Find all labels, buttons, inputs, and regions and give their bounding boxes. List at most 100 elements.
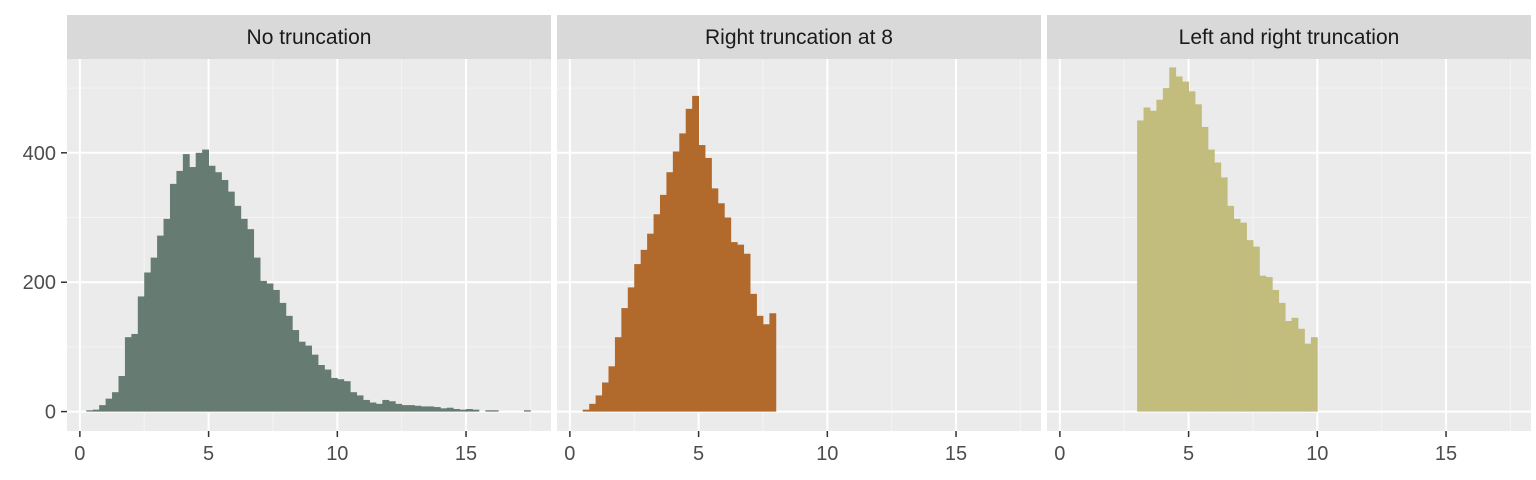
histogram-bar	[485, 410, 493, 412]
histogram-bar	[105, 398, 113, 412]
x-tick-label: 5	[203, 443, 214, 465]
histogram-bar	[491, 410, 499, 412]
histogram-bar	[602, 382, 609, 412]
histogram-bar	[234, 205, 242, 412]
histogram-bar	[298, 341, 306, 412]
histogram-bar	[176, 170, 184, 412]
y-tick-label: 400	[23, 143, 56, 165]
histogram-bar	[1156, 99, 1164, 412]
histogram-bar	[137, 296, 145, 412]
histogram-bar	[672, 151, 680, 412]
histogram-bar	[756, 315, 764, 412]
histogram-bar	[1188, 91, 1196, 412]
histogram-bar	[195, 152, 203, 412]
histogram-bar	[679, 133, 687, 412]
x-tick-label: 0	[564, 443, 575, 465]
x-tick-label: 10	[1306, 443, 1328, 465]
histogram-bar	[375, 403, 383, 412]
histogram-bar	[459, 409, 467, 412]
histogram-bar	[1272, 289, 1280, 412]
histogram-bar	[1298, 328, 1305, 412]
histogram-bar	[1182, 81, 1189, 412]
histogram-bar	[112, 392, 119, 412]
histogram-bar	[227, 191, 235, 412]
facet-title-2: Right truncation at 8	[705, 26, 893, 49]
histogram-bar	[292, 330, 300, 412]
histogram-bar	[247, 229, 255, 412]
histogram-bar	[608, 366, 616, 412]
histogram-bar	[189, 167, 197, 412]
histogram-bar	[1137, 120, 1144, 412]
histogram-bar	[1201, 126, 1209, 412]
histogram-bar	[453, 409, 461, 412]
histogram-bar	[1291, 317, 1299, 412]
histogram-bar	[621, 308, 629, 412]
histogram-bar	[724, 217, 732, 412]
histogram-bar	[589, 403, 597, 412]
histogram-bar	[666, 172, 674, 412]
histogram-bar	[157, 235, 164, 412]
histogram-bar	[369, 402, 377, 412]
x-tick-label: 5	[1183, 443, 1194, 465]
facet-title-1: No truncation	[247, 26, 372, 49]
x-tick-label: 10	[816, 443, 838, 465]
facet-strip-3	[1047, 15, 1531, 59]
histogram-bar	[433, 407, 441, 412]
histogram-bar	[350, 392, 358, 412]
histogram-bar	[86, 410, 94, 412]
histogram-bar	[737, 244, 745, 412]
histogram-bar	[1175, 76, 1183, 412]
histogram-bar	[705, 157, 712, 412]
histogram-bar	[1259, 275, 1267, 412]
histogram-bar	[1278, 302, 1286, 412]
y-tick-label: 200	[23, 272, 56, 294]
histogram-bar	[208, 165, 216, 412]
histogram-bar	[1207, 149, 1215, 412]
histogram-bar	[408, 405, 415, 412]
histogram-bar	[272, 289, 280, 412]
histogram-bar	[163, 218, 171, 412]
histogram-bar	[698, 145, 706, 412]
histogram-bar	[750, 293, 757, 412]
histogram-bar	[311, 354, 319, 412]
histogram-bar	[144, 272, 152, 412]
histogram-bar	[182, 154, 190, 412]
histogram-bar	[1285, 321, 1292, 412]
histogram-bar	[472, 409, 480, 412]
histogram-bar	[466, 409, 473, 412]
histogram-bar	[1162, 88, 1170, 412]
histogram-bar	[446, 407, 454, 412]
histogram-bar	[769, 313, 777, 412]
histogram-bar	[414, 405, 422, 412]
histogram-bar	[595, 395, 603, 412]
x-tick-label: 10	[326, 443, 348, 465]
histogram-bar	[1195, 104, 1202, 412]
histogram-bar	[1265, 277, 1273, 412]
facet-strip-2	[557, 15, 1041, 59]
histogram-bar	[324, 369, 332, 412]
histogram-bar	[1143, 107, 1151, 412]
facet-strip-1	[67, 15, 551, 59]
histogram-bar	[99, 405, 107, 412]
histogram-bar	[640, 249, 648, 412]
histogram-bar	[253, 257, 261, 412]
histogram-bar	[1240, 222, 1247, 412]
histogram-bar	[762, 324, 770, 412]
histogram-bar	[427, 406, 435, 412]
histogram-bar	[1149, 110, 1157, 412]
histogram-bar	[1246, 240, 1254, 412]
histogram-bar	[523, 410, 531, 412]
histogram-bar	[1214, 162, 1222, 412]
x-tick-label: 15	[945, 443, 967, 465]
histogram-bar	[266, 283, 274, 412]
histogram-bar	[124, 337, 132, 412]
histogram-bar	[202, 149, 209, 412]
histogram-bar	[440, 408, 448, 412]
x-tick-label: 5	[693, 443, 704, 465]
histogram-bar	[330, 377, 338, 412]
histogram-bar	[627, 287, 635, 412]
x-tick-label: 15	[455, 443, 477, 465]
histogram-bar	[659, 194, 667, 412]
